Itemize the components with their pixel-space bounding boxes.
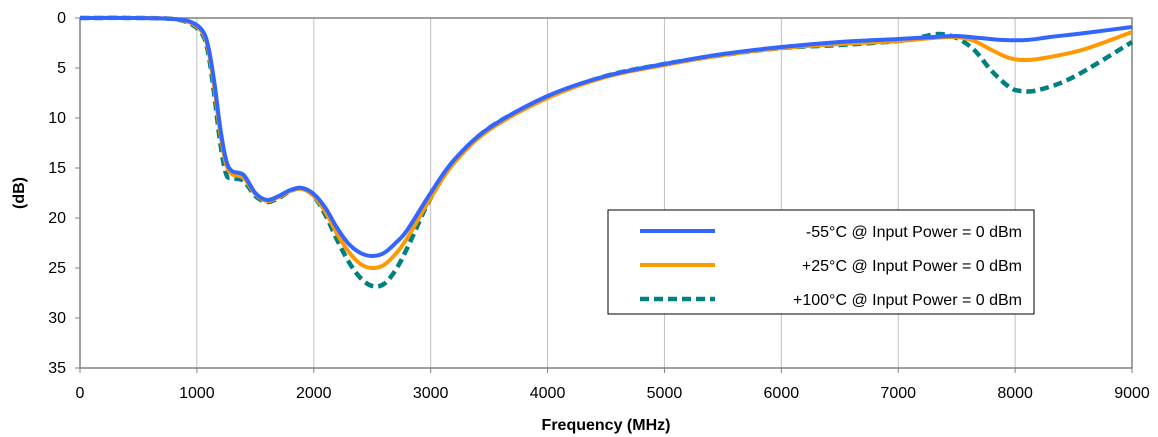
x-tick-label: 5000	[647, 385, 683, 402]
y-tick-label: 30	[48, 310, 66, 327]
x-axis-tick-labels: 0 1000 2000 3000 4000 5000 6000 7000 8000 9000	[76, 368, 1150, 402]
y-tick-label: 5	[57, 60, 66, 77]
y-axis-title: (dB)	[11, 177, 28, 209]
x-tick-label: 7000	[880, 385, 916, 402]
grid-lines	[196, 18, 1016, 368]
x-tick-label: 2000	[296, 385, 332, 402]
x-tick-label: 0	[76, 385, 85, 402]
x-tick-label: 4000	[530, 385, 566, 402]
legend-label-plus-25c: +25°C @ Input Power = 0 dBm	[802, 258, 1022, 275]
series-lines	[79, 15, 1134, 289]
y-tick-label: 0	[57, 10, 66, 27]
y-tick-label: 20	[48, 210, 66, 227]
x-axis-title: Frequency (MHz)	[542, 417, 671, 434]
y-tick-label: 10	[48, 110, 66, 127]
legend-label-minus-55c: -55°C @ Input Power = 0 dBm	[806, 224, 1022, 241]
legend-label-plus-100c: +100°C @ Input Power = 0 dBm	[793, 292, 1022, 309]
x-tick-label: 6000	[764, 385, 800, 402]
legend-box	[607, 209, 1035, 315]
legend: -55°C @ Input Power = 0 dBm +25°C @ Input…	[607, 209, 1035, 315]
series-line-minus-55c	[79, 15, 1133, 258]
plot-area-frame	[79, 17, 1133, 369]
y-tick-label: 15	[48, 160, 66, 177]
y-tick-label: 25	[48, 260, 66, 277]
x-tick-label: 8000	[997, 385, 1033, 402]
x-tick-label: 9000	[1114, 385, 1150, 402]
y-axis-tick-labels: 0 5 10 15 20 25 30 35	[48, 10, 80, 377]
x-tick-label: 1000	[179, 385, 215, 402]
x-tick-label: 3000	[413, 385, 449, 402]
y-tick-label: 35	[48, 360, 66, 377]
